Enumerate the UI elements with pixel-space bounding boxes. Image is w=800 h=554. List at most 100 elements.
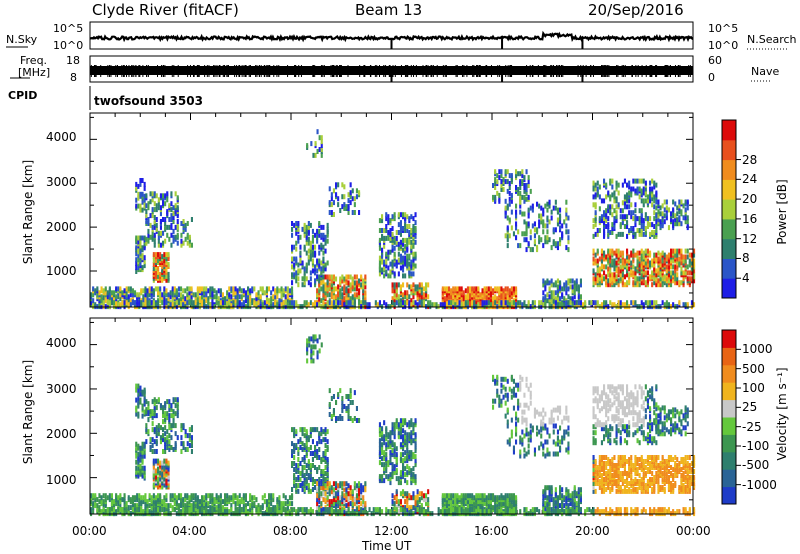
power-cell (596, 274, 599, 280)
power-cell (341, 204, 344, 210)
power-cell (594, 210, 597, 216)
velocity-cell (303, 473, 306, 478)
power-cell (632, 300, 635, 306)
power-cell (676, 276, 679, 282)
velocity-cell (153, 397, 156, 403)
power-cell (316, 288, 319, 294)
power-cell (410, 228, 413, 233)
power-cell (406, 282, 409, 288)
power-cell (152, 252, 155, 258)
power-cell (378, 255, 381, 261)
power-cell (628, 210, 631, 216)
power-cell (546, 292, 549, 298)
power-cell (397, 245, 400, 251)
power-cell (293, 262, 296, 268)
velocity-cell (219, 493, 222, 499)
velocity-cell (301, 481, 304, 486)
velocity-cell (137, 443, 140, 449)
power-cell (617, 300, 620, 306)
velocity-cell (100, 499, 103, 505)
power-cell (404, 294, 407, 300)
power-cell (159, 271, 162, 277)
power-cell (414, 251, 417, 257)
power-cell (125, 300, 128, 306)
power-cell (205, 298, 208, 304)
power-cell (141, 199, 144, 205)
power-cell (657, 213, 660, 219)
power-cell (577, 300, 580, 306)
power-cell (366, 302, 369, 308)
velocity-cell (171, 493, 174, 499)
power-cell (137, 253, 140, 259)
power-cell (378, 237, 381, 243)
power-cell (184, 300, 187, 306)
velocity-cell (153, 427, 156, 433)
power-cell (395, 230, 398, 235)
power-cell (176, 205, 179, 211)
power-cell (159, 205, 162, 211)
velocity-panel (89, 317, 696, 517)
power-cell (404, 259, 407, 265)
power-cell (244, 298, 247, 304)
velocity-cell (244, 493, 247, 499)
power-cell (525, 247, 528, 253)
power-cell (506, 188, 509, 194)
power-cell (609, 258, 612, 264)
power-cell (332, 200, 335, 206)
power-cell (674, 213, 677, 219)
power-cell (458, 300, 461, 306)
power-cell (626, 280, 629, 286)
velocity-cell (301, 427, 304, 433)
power-cell (154, 286, 157, 292)
velocity-cell (136, 503, 139, 509)
power-cell (349, 282, 352, 288)
power-cell (143, 185, 146, 191)
power-cell (171, 292, 174, 298)
power-cell (186, 300, 189, 306)
power-cell (316, 268, 319, 274)
power-cell (609, 254, 612, 260)
power-cell (550, 290, 553, 296)
power-cell (640, 280, 643, 286)
xtick-1: 04:00 (172, 524, 207, 538)
power-cell (299, 244, 302, 250)
power-cell (510, 192, 513, 198)
power-cell (247, 300, 250, 306)
power-cell (347, 288, 350, 294)
power-cell (519, 209, 522, 215)
power-cell (617, 231, 620, 237)
power-cell (410, 284, 413, 290)
power-cell (358, 190, 361, 196)
velocity-cell (249, 507, 252, 513)
power-cell (391, 288, 394, 294)
power-cell (672, 302, 675, 308)
power-cell (261, 302, 264, 308)
power-cell (494, 177, 497, 183)
velocity-cell (143, 409, 146, 415)
power-cell (168, 224, 171, 230)
power-cell (642, 202, 645, 208)
power-cell (626, 248, 629, 254)
power-cell (194, 300, 197, 306)
velocity-cell (293, 443, 296, 448)
power-cell (527, 183, 530, 188)
velocity-cell (119, 499, 122, 505)
power-cell (565, 207, 568, 213)
power-cell (603, 256, 606, 262)
power-cell (295, 256, 298, 262)
power-cell (343, 194, 346, 200)
power-cell (483, 300, 486, 306)
power-cell (151, 234, 154, 240)
power-cell (548, 280, 551, 286)
power-cell (184, 236, 187, 242)
power-cell (596, 248, 599, 254)
power-cell (684, 219, 687, 225)
power-cell (594, 182, 597, 188)
power-cell (655, 219, 658, 225)
power-cell (642, 178, 645, 184)
power-cell (655, 224, 658, 229)
power-cell (159, 219, 162, 224)
velocity-cell (196, 503, 199, 509)
power-cell (494, 185, 497, 190)
power-cell (502, 300, 505, 306)
